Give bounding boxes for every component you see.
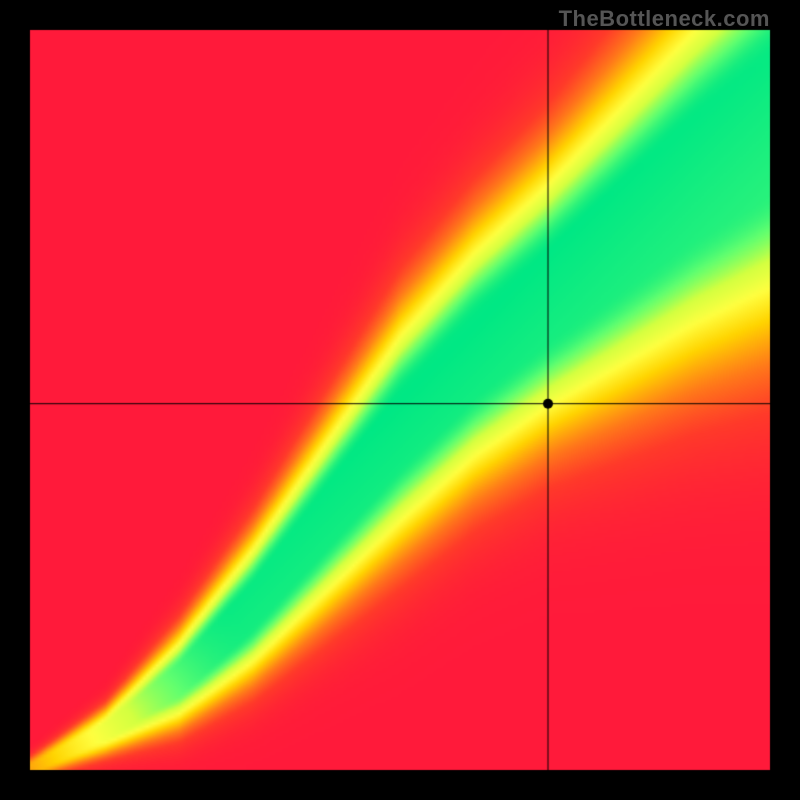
chart-container: TheBottleneck.com: [0, 0, 800, 800]
watermark-text: TheBottleneck.com: [559, 6, 770, 32]
bottleneck-heatmap: [0, 0, 800, 800]
